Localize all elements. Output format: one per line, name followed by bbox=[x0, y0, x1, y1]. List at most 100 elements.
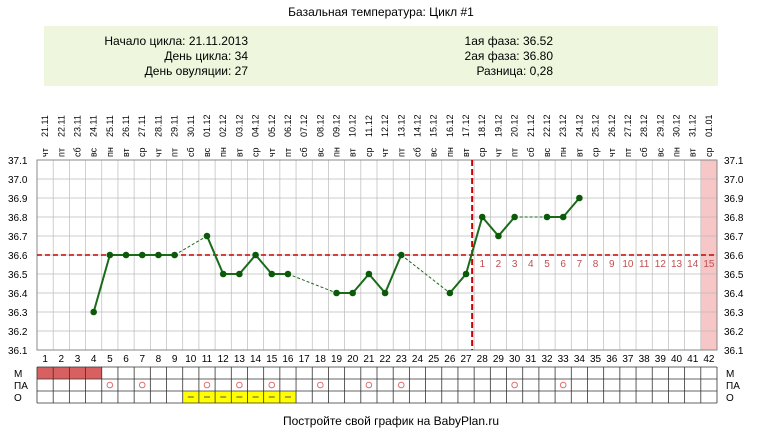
y-tick-label: 37.1 bbox=[8, 156, 28, 167]
x-date-label: 17.12 bbox=[461, 114, 471, 137]
x-date-label: 12.12 bbox=[380, 114, 390, 137]
y-tick-label: 36.2 bbox=[8, 327, 28, 338]
x-weekday-label: чт bbox=[607, 148, 617, 157]
x-weekday-label: сб bbox=[412, 147, 422, 157]
x-day-number: 33 bbox=[558, 354, 570, 365]
x-day-number: 20 bbox=[347, 354, 359, 365]
y-tick-label: 36.8 bbox=[8, 213, 28, 224]
x-day-number: 8 bbox=[156, 354, 162, 365]
x-day-number: 36 bbox=[606, 354, 618, 365]
y-tick-label-right: 36.4 bbox=[724, 289, 744, 300]
y-tick-label: 36.1 bbox=[8, 346, 28, 357]
x-day-number: 2 bbox=[59, 354, 65, 365]
x-weekday-label: вс bbox=[542, 147, 552, 157]
temp-point bbox=[381, 289, 389, 297]
x-weekday-label: ср bbox=[364, 147, 374, 157]
pa-mark bbox=[106, 381, 114, 389]
temp-point bbox=[576, 194, 583, 202]
x-date-label: 07.12 bbox=[299, 114, 309, 137]
x-date-label: 20.12 bbox=[510, 114, 520, 137]
phase2-day-label: 9 bbox=[609, 259, 615, 270]
pa-mark bbox=[365, 381, 373, 389]
x-day-number: 26 bbox=[444, 354, 456, 365]
pa-mark bbox=[559, 381, 567, 389]
x-weekday-label: сб bbox=[186, 147, 196, 157]
phase2-day-label: 4 bbox=[528, 259, 534, 270]
x-weekday-label: пн bbox=[445, 147, 455, 157]
phase2-day-label: 7 bbox=[577, 259, 583, 270]
x-weekday-label: пт bbox=[623, 148, 633, 157]
x-date-label: 21.11 bbox=[40, 115, 50, 137]
phase2-day-label: 3 bbox=[512, 259, 518, 270]
y-tick-label: 36.5 bbox=[8, 270, 28, 281]
x-date-label: 25.11 bbox=[105, 115, 115, 137]
pa-mark bbox=[138, 381, 146, 389]
x-date-label: 13.12 bbox=[396, 114, 406, 137]
temp-point bbox=[397, 251, 405, 259]
x-day-number: 25 bbox=[428, 354, 440, 365]
x-day-number: 4 bbox=[91, 354, 97, 365]
x-weekday-label: ср bbox=[704, 147, 714, 157]
temp-line-segment bbox=[368, 273, 386, 294]
row-label-pa: ПА bbox=[14, 381, 28, 392]
x-day-number: 24 bbox=[412, 354, 424, 365]
row-label-o: О bbox=[14, 393, 22, 404]
x-day-number: 34 bbox=[574, 354, 586, 365]
x-date-label: 24.11 bbox=[89, 115, 99, 137]
phase2-day-label: 8 bbox=[593, 259, 599, 270]
x-weekday-label: сб bbox=[526, 147, 536, 157]
x-date-label: 18.12 bbox=[477, 114, 487, 137]
menses-cell bbox=[69, 367, 86, 379]
x-weekday-label: пн bbox=[218, 147, 228, 157]
x-weekday-label: ср bbox=[251, 147, 261, 157]
temp-line-segment bbox=[449, 273, 467, 294]
cycle-start-text: Начало цикла: 21.11.2013 bbox=[104, 34, 248, 48]
x-weekday-label: пн bbox=[558, 147, 568, 157]
x-weekday-label: сб bbox=[639, 147, 649, 157]
x-date-label: 28.11 bbox=[153, 115, 163, 137]
temp-line-segment bbox=[238, 254, 257, 275]
x-date-label: 11.12 bbox=[364, 115, 374, 137]
x-date-label: 08.12 bbox=[315, 114, 325, 137]
temp-point bbox=[446, 289, 454, 297]
temp-line-segment bbox=[481, 216, 500, 237]
x-day-number: 15 bbox=[266, 354, 278, 365]
y-tick-label-right: 36.5 bbox=[724, 270, 744, 281]
x-weekday-label: ср bbox=[591, 147, 601, 157]
x-day-number: 16 bbox=[282, 354, 294, 365]
phase1-text: 1ая фаза: 36.52 bbox=[465, 34, 554, 48]
x-date-label: 05.12 bbox=[267, 114, 277, 137]
x-day-number: 39 bbox=[655, 354, 667, 365]
marks-table: 1 2 3 4 5 6 7 8 9 10 11 12 13 14 15 16 17 18 19 20 21 22 23 24 2… bbox=[36, 354, 718, 404]
x-date-label: 25.12 bbox=[591, 114, 601, 137]
y-tick-label-right: 36.2 bbox=[724, 327, 744, 338]
x-weekday-label: пн bbox=[105, 147, 115, 157]
phase2-day-label: 12 bbox=[655, 259, 667, 270]
chart-title: Базальная температура: Цикл #1 bbox=[288, 5, 474, 19]
x-day-number: 11 bbox=[202, 354, 213, 365]
x-day-number: 38 bbox=[639, 354, 651, 365]
x-day-number: 42 bbox=[703, 354, 715, 365]
temp-line-segment bbox=[351, 273, 370, 294]
phase2-day-label: 10 bbox=[622, 259, 634, 270]
pa-mark bbox=[203, 381, 211, 389]
x-day-number: 23 bbox=[396, 354, 408, 365]
y-tick-label-right: 36.3 bbox=[724, 308, 744, 319]
pa-mark bbox=[268, 381, 276, 389]
temp-point bbox=[543, 213, 551, 221]
x-date-label: 09.12 bbox=[332, 114, 342, 137]
x-weekday-label: чт bbox=[267, 148, 277, 157]
x-day-number: 22 bbox=[380, 354, 392, 365]
row-label-m-right: М bbox=[726, 369, 734, 380]
x-date-label: 23.12 bbox=[558, 114, 568, 137]
x-day-number: 30 bbox=[509, 354, 521, 365]
temp-line-segment bbox=[465, 216, 484, 275]
y-tick-label: 36.7 bbox=[8, 232, 28, 243]
x-weekday-label: вт bbox=[688, 148, 698, 157]
pa-mark bbox=[236, 381, 243, 389]
y-tick-label: 36.3 bbox=[8, 308, 28, 319]
cycle-info-panel bbox=[44, 26, 718, 86]
x-weekday-label: вс bbox=[315, 147, 325, 157]
x-weekday-label: вс bbox=[429, 147, 439, 157]
x-day-number: 1 bbox=[42, 354, 48, 365]
